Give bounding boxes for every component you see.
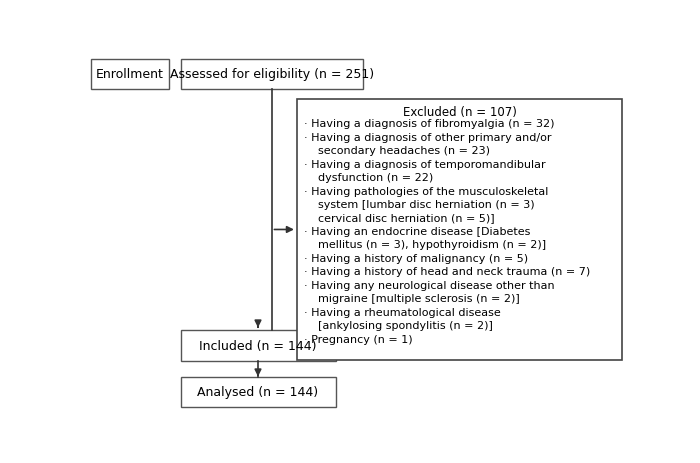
- Text: · Having pathologies of the musculoskeletal: · Having pathologies of the musculoskele…: [304, 186, 549, 196]
- Text: · Having any neurological disease other than: · Having any neurological disease other …: [304, 280, 555, 290]
- Bar: [181, 59, 363, 90]
- Text: · Having a history of head and neck trauma (n = 7): · Having a history of head and neck trau…: [304, 267, 591, 277]
- Text: Enrollment: Enrollment: [96, 68, 164, 81]
- Text: mellitus (n = 3), hypothyroidism (n = 2)]: mellitus (n = 3), hypothyroidism (n = 2)…: [304, 240, 547, 250]
- Text: Analysed (n = 144): Analysed (n = 144): [197, 386, 318, 399]
- Bar: [92, 59, 169, 90]
- Text: Excluded (n = 107): Excluded (n = 107): [402, 106, 517, 119]
- Text: · Having a rheumatological disease: · Having a rheumatological disease: [304, 307, 501, 317]
- Text: [ankylosing spondylitis (n = 2)]: [ankylosing spondylitis (n = 2)]: [304, 321, 494, 331]
- Bar: [181, 377, 335, 407]
- Text: · Having a diagnosis of temporomandibular: · Having a diagnosis of temporomandibula…: [304, 159, 546, 169]
- Text: · Having a history of malignancy (n = 5): · Having a history of malignancy (n = 5): [304, 253, 528, 263]
- Text: Included (n = 144): Included (n = 144): [199, 339, 316, 352]
- Text: system [lumbar disc herniation (n = 3): system [lumbar disc herniation (n = 3): [304, 200, 535, 210]
- Text: cervical disc herniation (n = 5)]: cervical disc herniation (n = 5)]: [304, 213, 495, 223]
- Text: · Having an endocrine disease [Diabetes: · Having an endocrine disease [Diabetes: [304, 226, 531, 237]
- Bar: [297, 100, 622, 360]
- Text: · Having a diagnosis of fibromyalgia (n = 32): · Having a diagnosis of fibromyalgia (n …: [304, 119, 555, 129]
- Text: dysfunction (n = 22): dysfunction (n = 22): [304, 173, 434, 183]
- Text: · Having a diagnosis of other primary and/or: · Having a diagnosis of other primary an…: [304, 132, 552, 143]
- Text: · Pregnancy (n = 1): · Pregnancy (n = 1): [304, 334, 413, 344]
- Bar: [181, 331, 335, 361]
- Text: secondary headaches (n = 23): secondary headaches (n = 23): [304, 146, 491, 156]
- Text: Assessed for eligibility (n = 251): Assessed for eligibility (n = 251): [169, 68, 374, 81]
- Text: migraine [multiple sclerosis (n = 2)]: migraine [multiple sclerosis (n = 2)]: [304, 294, 520, 304]
